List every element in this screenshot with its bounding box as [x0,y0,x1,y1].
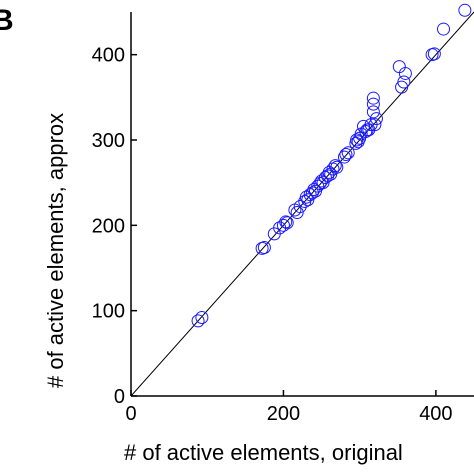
y-tick-label-3: 300 [92,130,125,152]
data-point-51 [398,66,412,80]
data-point-29 [330,160,344,174]
data-point-47 [369,112,383,126]
data-point-11 [293,200,307,214]
data-point-31 [339,148,353,162]
data-point-28 [328,159,342,173]
y-axis-label: # of active elements, approx [43,113,68,388]
y-tick-label-2: 200 [92,215,125,237]
y-axis-ticks: 0 100 200 300 400 [92,45,137,408]
data-point-30 [337,150,351,164]
data-point-6 [276,218,290,232]
y-tick-label-1: 100 [92,301,125,323]
data-point-8 [280,216,294,230]
x-axis-label: # of active elements, original [124,440,403,465]
data-point-7 [279,215,293,229]
data-point-48 [392,60,406,74]
data-point-32 [341,146,355,160]
data-point-54 [437,22,451,36]
x-tick-label-2: 400 [419,403,452,425]
data-point-44 [366,97,380,111]
data-point-46 [368,118,382,132]
x-tick-label-1: 200 [267,403,300,425]
y-tick-label-4: 400 [92,45,125,67]
panel-letter: B [0,4,14,37]
x-axis-ticks: 0 200 400 [125,390,453,425]
data-point-39 [359,124,373,138]
data-point-1 [195,310,209,324]
plot-area: 0 200 400 0 100 200 300 400 [92,3,474,425]
y-tick-label-0: 0 [114,386,125,408]
data-point-50 [397,75,411,89]
data-point-45 [366,91,380,105]
data-point-3 [257,241,271,255]
x-tick-label-0: 0 [125,403,136,425]
data-point-0 [191,314,205,328]
scatter-points [191,3,472,328]
identity-reference-line [130,11,474,397]
data-point-55 [458,3,472,17]
data-point-53 [427,47,441,61]
data-point-43 [366,105,380,119]
data-point-10 [290,206,304,220]
